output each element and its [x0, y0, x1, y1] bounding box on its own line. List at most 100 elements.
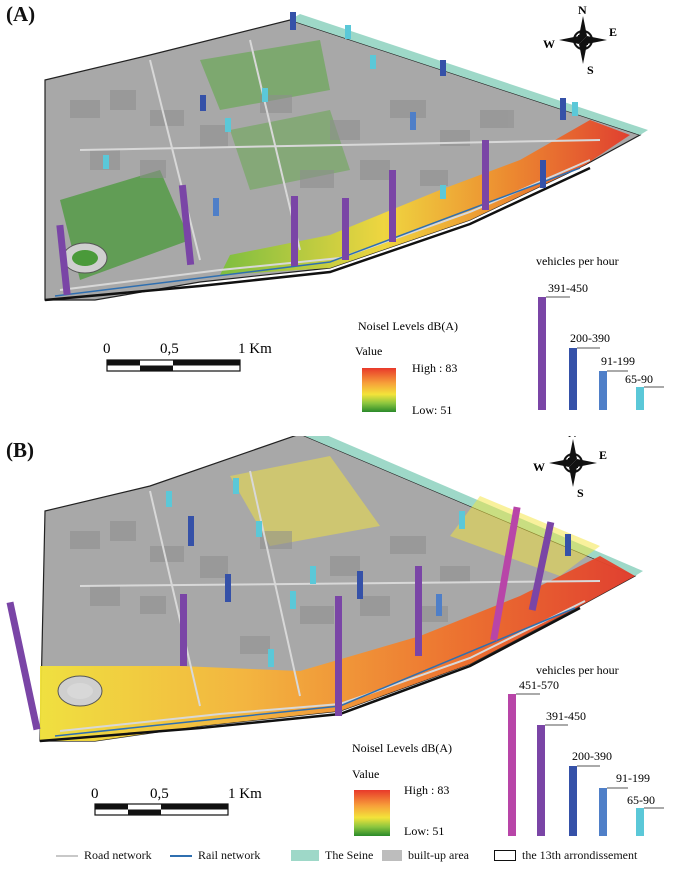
- rail-network: [54, 167, 581, 297]
- arrondissement-boundary: [44, 166, 591, 302]
- traffic-bars-a: [56, 12, 578, 296]
- noise-legend-low: Low: 51: [412, 403, 452, 417]
- noise-gradient-swatch: [362, 368, 396, 412]
- traffic-bar-451-570: [490, 506, 521, 641]
- traffic-bar-65-90: [256, 521, 262, 537]
- scale-bar: 0 0,5 1 Km: [103, 341, 272, 372]
- traffic-bar-200-390: [188, 516, 194, 546]
- traffic-legend-class-391-450: 391-450: [538, 281, 588, 410]
- traffic-bar-200-390: [225, 574, 231, 602]
- traffic-legend-label: 451-570: [519, 678, 559, 692]
- compass-n: N: [568, 436, 577, 440]
- district-map-a: [44, 14, 648, 302]
- traffic-legend-label: 65-90: [625, 372, 653, 386]
- traffic-legend-class-451-570: 451-570: [508, 678, 559, 836]
- traffic-bar-391-450: [178, 184, 195, 266]
- green-zone: [200, 40, 330, 110]
- compass-rose-icon: N S E W: [543, 3, 617, 77]
- noise-hotspot: [450, 496, 600, 576]
- compass-s: S: [577, 486, 584, 500]
- map-svg-a: N S E W 0 0,5 1 Km Noisel Levels dB(A) V…: [44, 3, 664, 417]
- traffic-bar-65-90: [440, 185, 446, 199]
- traffic-legend-class-391-450: 391-450: [537, 709, 586, 836]
- traffic-legend-label: 391-450: [546, 709, 586, 723]
- built-up-area: [70, 521, 470, 654]
- traffic-legend-class-200-390: 200-390: [569, 749, 612, 836]
- traffic-bar-200-390: [290, 12, 296, 30]
- traffic-bar-391-450: [415, 566, 422, 656]
- panel-label: (B): [6, 438, 34, 462]
- traffic-bar-65-90: [262, 88, 268, 102]
- rail-line-icon: [170, 854, 192, 857]
- legend-seine-label: The Seine: [325, 848, 374, 862]
- traffic-legend-label: 65-90: [627, 793, 655, 807]
- traffic-bar-65-90: [370, 55, 376, 69]
- compass-n: N: [578, 3, 587, 17]
- panel-a: (A): [0, 0, 685, 432]
- road-line-icon: [56, 854, 78, 857]
- noise-legend-high: High : 83: [412, 361, 457, 375]
- legend-builtup: built-up area: [382, 848, 469, 863]
- scale-tick-label: 1 Km: [228, 786, 262, 802]
- legend-arrondissement-label: the 13th arrondissement: [522, 848, 638, 862]
- builtup-swatch-icon: [382, 850, 402, 861]
- seine-swatch-icon: [291, 850, 319, 861]
- legend-builtup-label: built-up area: [408, 848, 469, 862]
- compass-s: S: [587, 63, 594, 77]
- traffic-bar-65-90: [290, 591, 296, 609]
- traffic-bar-200-390: [560, 98, 566, 120]
- legend-arrondissement: the 13th arrondissement: [494, 848, 637, 863]
- legend-rail: Rail network: [170, 848, 260, 863]
- traffic-bar-200-390: [357, 571, 363, 599]
- traffic-bar-391-450: [528, 521, 555, 611]
- traffic-legend-label: 91-199: [616, 771, 650, 785]
- traffic-bar-391-450: [6, 601, 41, 731]
- scale-tick-label: 1 Km: [238, 341, 272, 357]
- traffic-bar-91-199: [436, 594, 442, 616]
- scale-tick-label: 0,5: [160, 341, 179, 357]
- boundary-swatch-icon: [494, 850, 516, 861]
- traffic-legend-class-65-90: 65-90: [625, 372, 664, 410]
- noise-legend-value-label: Value: [355, 344, 382, 358]
- traffic-bar-391-450: [342, 198, 349, 260]
- traffic-bar-200-390: [565, 534, 571, 556]
- noise-hotspot: [230, 456, 380, 546]
- traffic-legend-class-200-390: 200-390: [569, 331, 610, 410]
- legend-road-label: Road network: [84, 848, 152, 862]
- district-map-b: [39, 428, 643, 743]
- noise-legend-value-label: Value: [352, 767, 379, 781]
- traffic-bar-200-390: [440, 60, 446, 76]
- traffic-bar-391-450: [291, 196, 298, 266]
- traffic-bar-91-199: [213, 198, 219, 216]
- traffic-legend: vehicles per hour 451-570 391-450 200-39…: [508, 663, 664, 836]
- panel-label: (A): [6, 2, 36, 26]
- noise-hotspot: [220, 120, 630, 275]
- traffic-bar-65-90: [225, 118, 231, 132]
- noise-legend-title: Noisel Levels dB(A): [352, 741, 452, 755]
- noise-legend: Noisel Levels dB(A) Value High : 83 Low:…: [352, 741, 452, 838]
- traffic-legend: vehicles per hour 391-450 200-390 91-199…: [536, 254, 664, 410]
- traffic-bar-200-390: [540, 160, 546, 188]
- traffic-bar-65-90: [166, 491, 172, 507]
- compass-w: W: [533, 460, 545, 474]
- traffic-bar-91-199: [410, 112, 416, 130]
- noise-gradient-swatch: [354, 790, 390, 836]
- traffic-bar-391-450: [56, 224, 71, 296]
- compass-rose-icon: N S E W: [533, 426, 607, 500]
- traffic-bar-391-450: [180, 594, 187, 666]
- traffic-legend-class-91-199: 91-199: [599, 354, 635, 410]
- compass-e: E: [599, 448, 607, 462]
- compass-w: W: [543, 37, 555, 51]
- traffic-legend-label: 91-199: [601, 354, 635, 368]
- noise-legend-title: Noisel Levels dB(A): [358, 319, 458, 333]
- noise-hotspot: [40, 556, 635, 741]
- traffic-bar-65-90: [310, 566, 316, 584]
- legend-road: Road network: [56, 848, 152, 863]
- traffic-legend-title: vehicles per hour: [536, 254, 619, 268]
- legend-seine: The Seine: [291, 848, 373, 863]
- seine-river: [290, 14, 648, 135]
- noise-legend-low: Low: 51: [404, 824, 444, 836]
- traffic-bar-65-90: [233, 478, 239, 494]
- traffic-bar-65-90: [103, 155, 109, 169]
- traffic-legend-class-91-199: 91-199: [599, 771, 650, 836]
